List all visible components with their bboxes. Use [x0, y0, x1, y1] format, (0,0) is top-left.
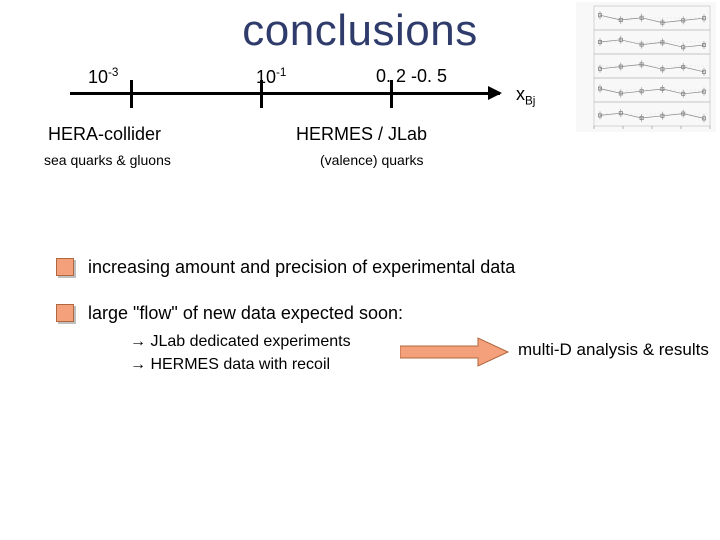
sub-arrow-lines: → JLab dedicated experiments→ HERMES dat… — [130, 330, 351, 376]
axis-line — [70, 92, 500, 95]
axis-var-label: xBj — [516, 84, 535, 108]
axis-tick-label: 0. 2 -0. 5 — [376, 66, 447, 87]
axis-tick-label: 10-1 — [256, 66, 286, 88]
bullet-item: large "flow" of new data expected soon: — [56, 301, 696, 325]
axis-tick-label: 10-3 — [88, 66, 118, 88]
region-label: HERMES / JLab — [296, 124, 427, 145]
region-label: HERA-collider — [48, 124, 161, 145]
bullet-text: increasing amount and precision of exper… — [88, 255, 515, 279]
bullet-marker — [56, 258, 74, 276]
x-axis-diagram: 10-310-10. 2 -0. 5 xBj HERA-collidersea … — [30, 72, 550, 172]
corner-multipanel-plot — [576, 2, 716, 132]
sub-arrow-line: → HERMES data with recoil — [130, 353, 351, 376]
bullet-marker — [56, 304, 74, 322]
axis-tick — [130, 80, 133, 108]
sub-arrow-line: → JLab dedicated experiments — [130, 330, 351, 353]
result-text: multi-D analysis & results — [518, 340, 709, 360]
bullet-text: large "flow" of new data expected soon: — [88, 301, 403, 325]
region-sub-label: (valence) quarks — [320, 152, 424, 168]
region-sub-label: sea quarks & gluons — [44, 152, 171, 168]
big-arrow — [400, 336, 510, 368]
bullet-item: increasing amount and precision of exper… — [56, 255, 696, 279]
